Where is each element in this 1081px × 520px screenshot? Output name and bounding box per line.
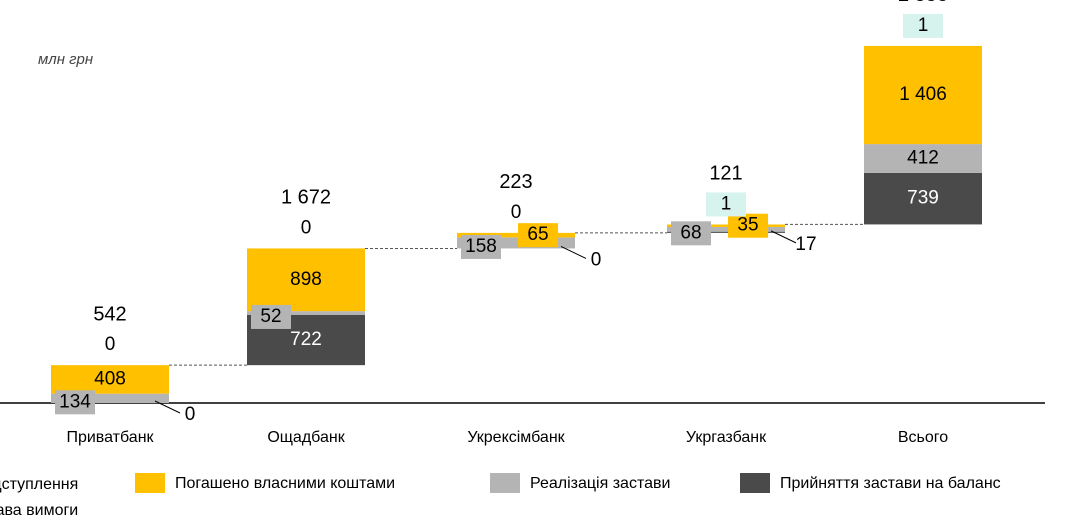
bar-segment [457,237,575,249]
label-box [251,304,291,329]
x-tick-label: Укрексімбанк [467,429,565,446]
leader [770,230,797,244]
value-label: 65 [527,224,548,245]
bar-segment [864,172,982,225]
value-label: 412 [907,147,939,168]
bar-segment [457,232,575,238]
label-box [903,13,943,38]
value-label: 1 406 [899,84,947,105]
bar-segment [247,248,365,312]
legend-label: Відступлення права вимоги [0,476,79,519]
value-label: 408 [94,368,126,389]
value-label: 134 [59,391,91,412]
value-label: 0 [105,334,116,355]
unit-note: млн грн [38,51,93,68]
total-label: 2 558 [898,0,948,6]
legend-label: Прийняття застави на баланс [780,475,1001,492]
value-label: 52 [260,306,281,327]
bar-segment [51,365,169,394]
value-label: 898 [290,269,322,290]
legend-swatch [135,473,165,493]
value-label: 1 [918,15,929,36]
x-tick-label: Всього [898,429,948,446]
x-tick-label: Ощадбанк [267,429,345,446]
label-box [671,221,711,246]
value-label: 0 [301,217,312,238]
legend-swatch [740,473,770,493]
total-label: 223 [499,171,532,193]
value-label: 722 [290,329,322,350]
total-label: 1 672 [281,187,331,209]
value-label: 0 [511,202,522,223]
bar-segment [667,226,785,232]
bar-segment [247,311,365,315]
value-label: 158 [465,236,497,257]
bar-segment [864,144,982,173]
label-box [728,213,768,238]
value-label: 17 [795,234,816,255]
legend-swatch [490,473,520,493]
label-box [518,223,558,248]
value-label: 1 [721,193,732,214]
bar-segment [51,393,169,403]
value-label: 0 [185,404,196,425]
value-label: 0 [591,249,602,270]
x-tick-label: Укргазбанк [686,429,767,446]
legend-label: Реалізація застави [530,475,670,492]
legend-label: Погашено власними коштами [175,475,395,492]
label-box [55,390,95,415]
leader [560,245,587,259]
total-label: 121 [709,163,742,185]
label-box [461,234,501,259]
leader [154,400,181,414]
bar-segment [667,224,785,227]
x-tick-label: Приватбанк [66,429,154,446]
bar-segment [864,45,982,145]
bar-segment [667,231,785,233]
value-label: 35 [737,215,758,236]
value-label: 68 [680,222,701,243]
label-box [706,192,746,217]
value-label: 739 [907,188,939,209]
total-label: 542 [93,303,126,325]
